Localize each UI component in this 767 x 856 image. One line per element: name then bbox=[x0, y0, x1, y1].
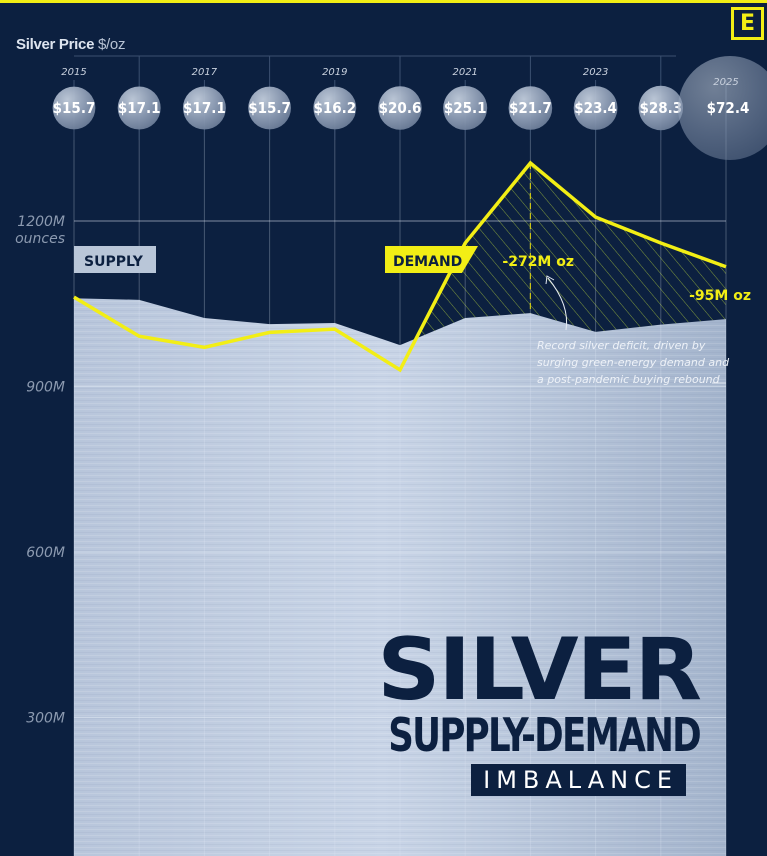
price-header-title: Silver Price bbox=[16, 36, 95, 53]
price-bubble-circle bbox=[52, 86, 96, 130]
year-label-2023: 2023 bbox=[583, 67, 608, 78]
year-label-2017: 2017 bbox=[192, 67, 218, 78]
y-tick-900M: 900M bbox=[26, 379, 65, 395]
price-bubble-2020: $20.6 bbox=[378, 56, 422, 140]
title-line-3: IMBALANCE bbox=[471, 764, 686, 796]
price-label: $21.7 bbox=[509, 99, 552, 117]
supply-legend-tag: SUPPLY bbox=[74, 246, 156, 273]
price-bubble-circle bbox=[117, 86, 161, 130]
price-label: $17.1 bbox=[183, 99, 226, 117]
y-axis: 1200M 900M 600M 300M ounces bbox=[15, 214, 65, 727]
year-label-2021: 2021 bbox=[452, 67, 477, 78]
price-bubble-2025: $72.4 bbox=[678, 56, 767, 160]
deficit-hatch-layer bbox=[416, 163, 726, 339]
demand-legend-tag: DEMAND bbox=[385, 246, 478, 273]
note-arrowhead-icon bbox=[545, 275, 555, 285]
price-bubble-circle bbox=[313, 86, 357, 130]
deficit-2025-label: -95M oz bbox=[689, 288, 751, 304]
deficit-2022-label: -272M oz bbox=[502, 254, 574, 270]
price-bubble-circle bbox=[638, 85, 683, 131]
price-label: $20.6 bbox=[379, 99, 422, 117]
demand-tag-bg bbox=[385, 246, 478, 273]
price-bubble-2024: $28.3 bbox=[638, 56, 683, 140]
price-label: $23.4 bbox=[574, 99, 617, 117]
note-arrow-icon bbox=[547, 277, 568, 331]
price-bubble-circle bbox=[508, 86, 553, 130]
brand-logo: E bbox=[731, 7, 764, 40]
note-line-1: Record silver deficit, driven by bbox=[537, 339, 706, 352]
price-bubbles: $15.7 $17.1 $17.1 $15.7 $16.2 $20.6 $25.1 $21.7… bbox=[52, 56, 767, 160]
supply-area bbox=[74, 298, 726, 856]
year-label-2015: 2015 bbox=[61, 67, 86, 78]
y-unit-label: ounces bbox=[15, 231, 65, 247]
price-bubble-circle bbox=[182, 86, 226, 130]
supply-tag-label: SUPPLY bbox=[84, 254, 144, 270]
price-label: $17.1 bbox=[118, 99, 161, 117]
supply-tag-bg bbox=[74, 246, 156, 273]
price-bubble-2015: $15.7 bbox=[52, 80, 96, 140]
price-header: Silver Price $/oz bbox=[16, 36, 125, 53]
year-label-2019: 2019 bbox=[322, 67, 347, 78]
price-bubble-2021: $25.1 bbox=[443, 80, 488, 140]
price-bubble-2018: $15.7 bbox=[248, 56, 291, 140]
price-bubble-circle bbox=[378, 86, 422, 130]
price-label: $28.3 bbox=[639, 99, 682, 117]
y-tick-1200M: 1200M bbox=[17, 214, 65, 230]
price-bubble-2017: $17.1 bbox=[182, 80, 226, 140]
price-bubble-circle bbox=[573, 86, 618, 130]
price-bubble-circle bbox=[443, 85, 488, 131]
demand-tag-label: DEMAND bbox=[393, 254, 462, 270]
y-tick-600M: 600M bbox=[26, 545, 65, 561]
price-bubble-circle bbox=[248, 86, 291, 130]
title-line-1: SILVER bbox=[377, 620, 702, 720]
price-header-unit: $/oz bbox=[98, 36, 126, 53]
price-bubble-2016: $17.1 bbox=[117, 56, 161, 140]
demand-line-layer bbox=[73, 160, 727, 373]
note-line-3: a post-pandemic buying rebound bbox=[537, 373, 721, 386]
note-line-2: surging green-energy demand and bbox=[537, 356, 730, 369]
chart-gridlines bbox=[73, 118, 727, 856]
price-bubble-circle bbox=[678, 56, 767, 160]
y-tick-300M: 300M bbox=[26, 710, 65, 726]
price-bubble-2019: $16.2 bbox=[313, 80, 357, 140]
price-label: $16.2 bbox=[313, 99, 356, 117]
chart-annotations: SUPPLY DEMAND -272M oz -95M oz Record silver… bbox=[74, 246, 751, 386]
price-label: $15.7 bbox=[248, 99, 291, 117]
price-bubble-2022: $21.7 bbox=[508, 56, 553, 140]
price-label: $15.7 bbox=[53, 99, 96, 117]
price-label: $72.4 bbox=[707, 99, 750, 117]
price-bubble-2023: $23.4 bbox=[573, 80, 618, 140]
deficit-hatch-area bbox=[416, 163, 726, 339]
year-label-2025: 2025 bbox=[713, 77, 738, 88]
title-block: SILVER SUPPLY-DEMAND IMBALANCE bbox=[330, 627, 702, 796]
price-label: $25.1 bbox=[444, 99, 487, 117]
title-line-2: SUPPLY-DEMAND bbox=[388, 708, 701, 762]
